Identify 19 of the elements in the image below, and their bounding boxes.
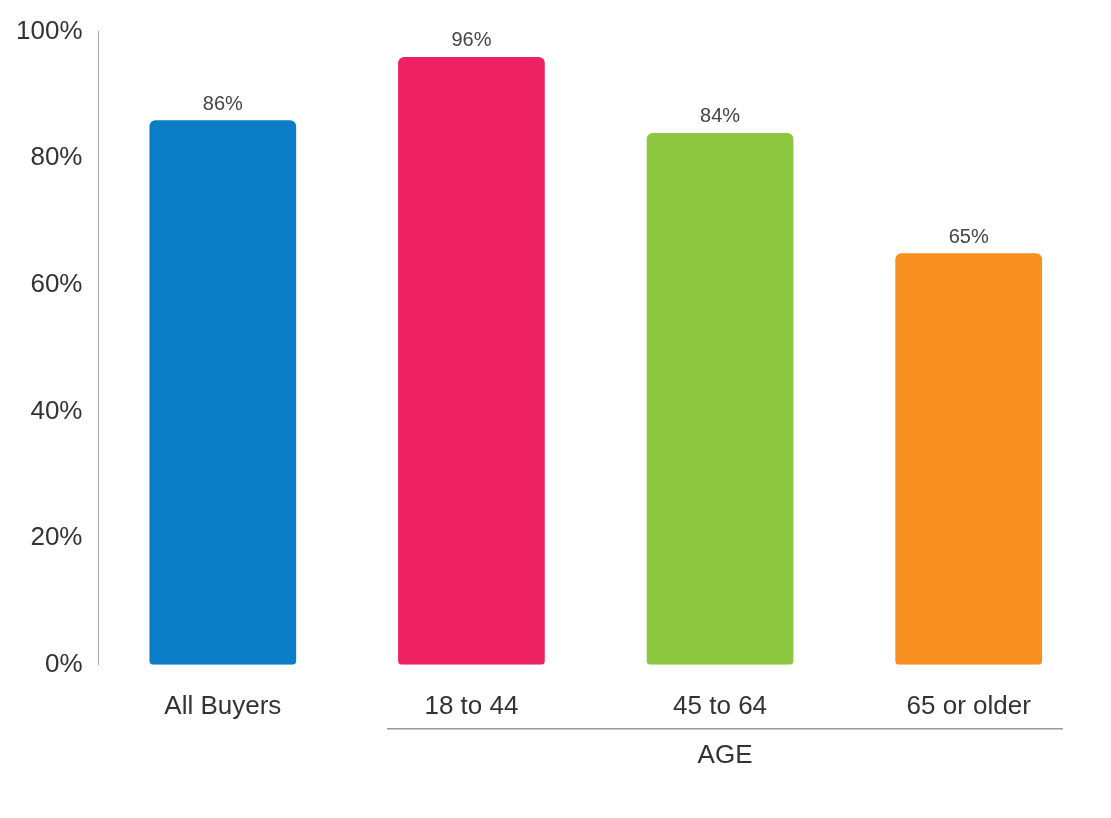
y-tick-label: 60% [30,268,83,299]
y-tick-label: 40% [30,394,83,425]
data-label: 84% [700,104,741,127]
text: AGE [697,738,753,769]
x-tick-label: 45 to 64 [673,689,768,720]
x-tick-label: All Buyers [164,689,282,720]
bar [398,56,545,665]
y-tick-label: 20% [30,521,83,552]
x-tick-label: 18 to 44 [424,689,519,720]
data-label: 96% [451,28,492,51]
bar [646,132,794,665]
bar [149,120,297,665]
y-tick-label: 80% [30,141,83,172]
y-tick-label: 100% [16,14,83,45]
y-tick-label: 0% [44,647,83,678]
x-tick-label: 65 or older [906,689,1032,720]
data-label: 65% [948,224,989,247]
data-label: 86% [202,91,244,114]
bar [895,253,1043,665]
